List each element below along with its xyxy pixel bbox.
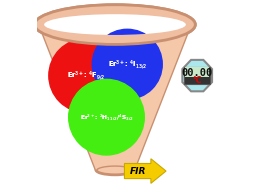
Text: FIR: FIR (129, 167, 146, 176)
Circle shape (69, 79, 144, 155)
Ellipse shape (35, 5, 195, 44)
Text: Er$^{3+}$: $^4$F$_{9/2}$: Er$^{3+}$: $^4$F$_{9/2}$ (67, 69, 105, 82)
Circle shape (49, 39, 122, 112)
Circle shape (92, 29, 162, 99)
Circle shape (92, 29, 162, 99)
Ellipse shape (96, 165, 134, 175)
Ellipse shape (44, 14, 186, 35)
Text: Er$^{3+}$: $^2$H$_{11/2}$/$^4$S$_{3/2}$: Er$^{3+}$: $^2$H$_{11/2}$/$^4$S$_{3/2}$ (80, 112, 133, 122)
Ellipse shape (44, 14, 186, 35)
Polygon shape (39, 25, 191, 170)
Text: Er$^{3+}$: $^4$I$_{13/2}$: Er$^{3+}$: $^4$I$_{13/2}$ (108, 58, 147, 71)
Circle shape (49, 39, 122, 112)
Text: °C: °C (192, 76, 202, 85)
Text: Er$^{3+}$: $^2$H$_{11/2}$/$^4$S$_{3/2}$: Er$^{3+}$: $^2$H$_{11/2}$/$^4$S$_{3/2}$ (80, 112, 133, 122)
Polygon shape (39, 25, 191, 170)
Ellipse shape (35, 5, 195, 44)
Circle shape (69, 79, 144, 155)
Polygon shape (182, 60, 212, 91)
Polygon shape (124, 159, 166, 183)
FancyBboxPatch shape (184, 67, 210, 84)
Text: Er$^{3+}$: $^4$F$_{9/2}$: Er$^{3+}$: $^4$F$_{9/2}$ (67, 69, 105, 82)
Text: 00.00: 00.00 (182, 67, 213, 77)
FancyBboxPatch shape (186, 67, 209, 77)
Text: Er$^{3+}$: $^4$I$_{13/2}$: Er$^{3+}$: $^4$I$_{13/2}$ (108, 58, 147, 71)
